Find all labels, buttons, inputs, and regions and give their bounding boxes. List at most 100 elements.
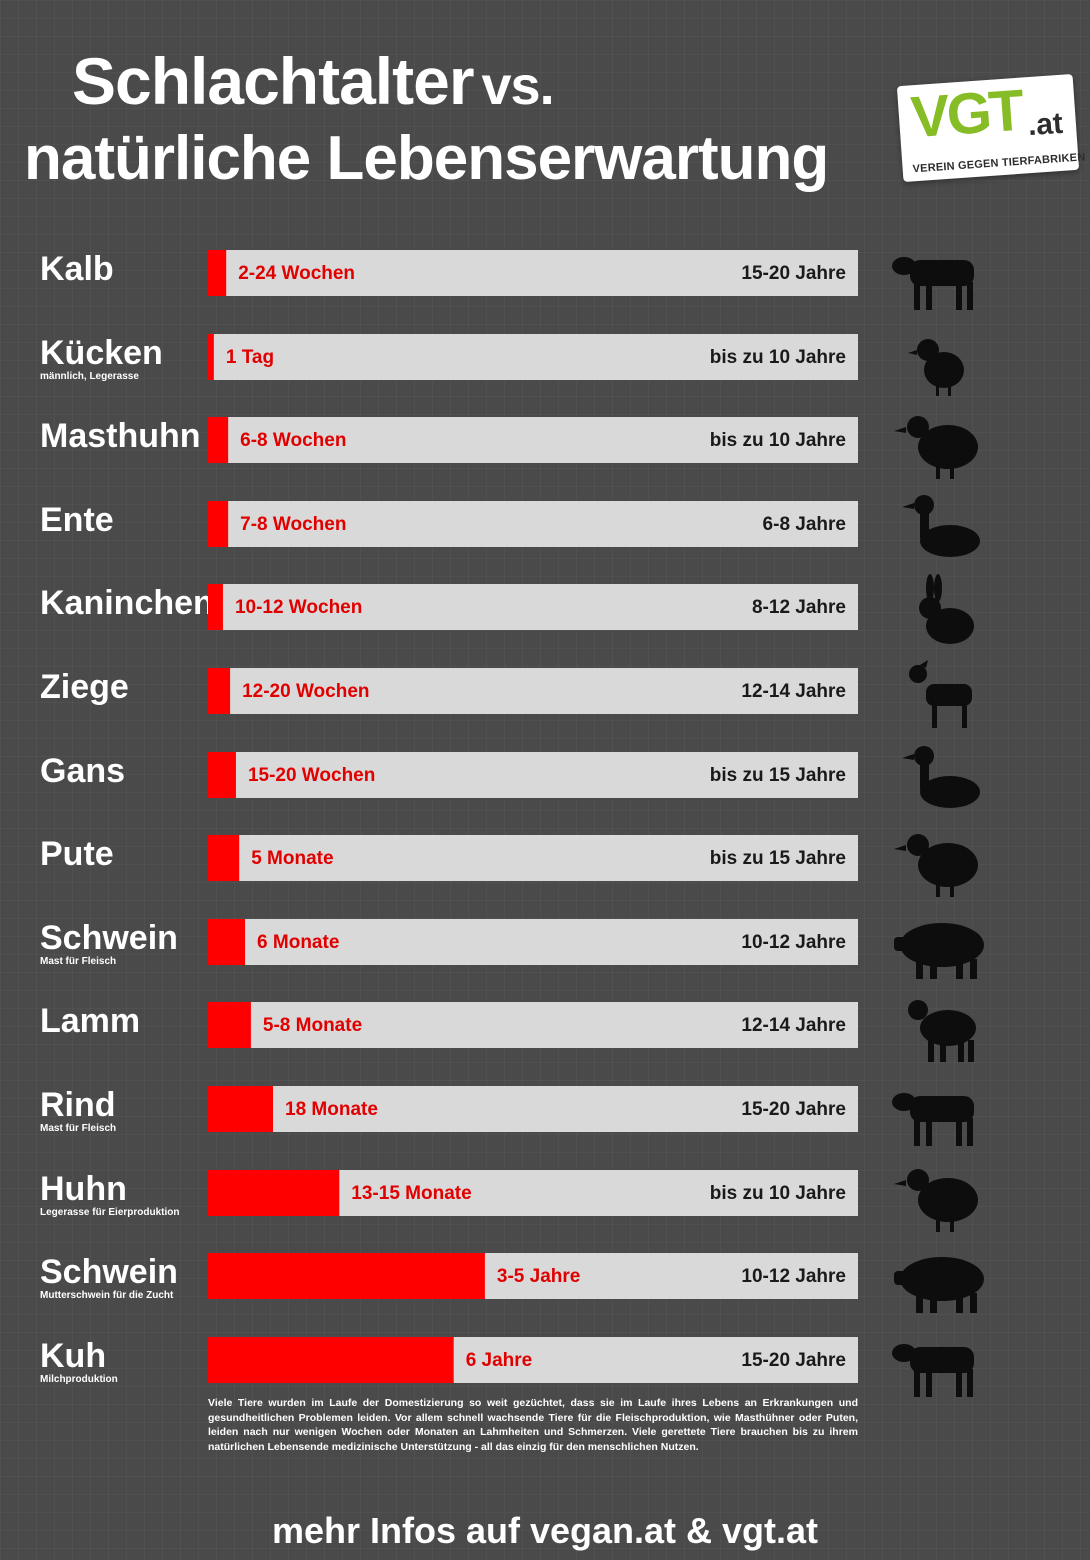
slaughter-age-bar [208,584,223,630]
life-expectancy-bar [208,1086,858,1132]
life-expectancy-bar [208,501,858,547]
slaughter-age-bar [208,334,214,380]
sow-icon [894,1257,984,1313]
animal-note: Mast für Fleisch [40,956,116,967]
goose-icon [902,746,980,808]
animal-note: männlich, Legerasse [40,371,139,382]
animal-label: Ziege [40,668,129,706]
slaughter-age-bar [208,1170,340,1216]
animal-label: Kalb [40,250,114,288]
life-expectancy-bar [208,835,858,881]
animal-label: Gans [40,752,125,790]
life-expectancy-bar [208,752,858,798]
animal-label: Kuh [40,1337,106,1375]
animal-label: Lamm [40,1002,140,1040]
lamb-icon [908,1000,976,1062]
slaughter-age-bar [208,1086,273,1132]
bar-chart: Kalb 2-24 Wochen 15-20 Jahre Kückenmännlich… [40,250,984,1397]
slaughter-age-bar [208,752,236,798]
life-expectancy-label: 15-20 Jahre [741,1099,846,1120]
animal-label: Schwein [40,1253,178,1291]
slaughter-age-label: 7-8 Wochen [240,514,346,535]
footer-link-text[interactable]: mehr Infos auf vegan.at & vgt.at [271,1510,819,1551]
hen-icon [894,1169,978,1232]
life-expectancy-label: bis zu 10 Jahre [710,430,846,451]
slaughter-age-label: 15-20 Wochen [248,765,375,786]
life-expectancy-bar [208,668,858,714]
life-expectancy-label: 8-12 Jahre [752,597,846,618]
life-expectancy-label: bis zu 10 Jahre [710,347,846,368]
slaughter-age-bar [208,668,231,714]
pig-icon [894,923,984,979]
life-expectancy-bar [208,584,858,630]
life-expectancy-label: 10-12 Jahre [741,932,846,953]
cow-icon [892,1093,974,1146]
chart-row: Kaninchen 10-12 Wochen 8-12 Jahre [40,574,974,644]
life-expectancy-bar [208,334,858,380]
life-expectancy-bar [208,417,858,463]
chart-row: Kalb 2-24 Wochen 15-20 Jahre [40,250,974,310]
duck-icon [902,495,980,557]
slaughter-age-label: 10-12 Wochen [235,597,362,618]
slaughter-age-label: 2-24 Wochen [238,263,355,284]
life-expectancy-label: 15-20 Jahre [741,263,846,284]
chart-row: Ente 7-8 Wochen 6-8 Jahre [40,495,980,557]
animal-note: Mutterschwein für die Zucht [40,1290,174,1301]
slaughter-age-bar [208,919,246,965]
life-expectancy-label: bis zu 15 Jahre [710,848,846,869]
slaughter-age-label: 5 Monate [251,848,333,869]
chart-row: Lamm 5-8 Monate 12-14 Jahre [40,1000,976,1062]
chart-row: Ziege 12-20 Wochen 12-14 Jahre [40,660,972,728]
life-expectancy-label: 12-14 Jahre [741,681,846,702]
slaughter-age-label: 6 Monate [257,932,339,953]
animal-label: Pute [40,835,114,873]
animal-label: Rind [40,1086,116,1124]
life-expectancy-label: 10-12 Jahre [741,1266,846,1287]
slaughter-age-label: 12-20 Wochen [242,681,369,702]
animal-label: Huhn [40,1170,127,1208]
calf-icon [892,257,974,310]
slaughter-age-bar [208,1253,485,1299]
slaughter-age-bar [208,250,227,296]
slaughter-age-label: 5-8 Monate [263,1015,362,1036]
slaughter-age-label: 6 Jahre [466,1350,533,1371]
slaughter-age-label: 18 Monate [285,1099,378,1120]
animal-label: Kaninchen [40,584,214,622]
life-expectancy-label: 12-14 Jahre [741,1015,846,1036]
animal-label: Kücken [40,334,163,372]
dairy-cow-icon [892,1344,974,1397]
life-expectancy-label: bis zu 15 Jahre [710,765,846,786]
title-line-1: Schlachtalter vs. [72,48,555,114]
life-expectancy-bar [208,919,858,965]
slaughter-age-bar [208,835,240,881]
turkey-icon [894,834,978,897]
animal-label: Ente [40,501,114,539]
slaughter-age-label: 6-8 Wochen [240,430,346,451]
animal-label: Schwein [40,919,178,957]
life-expectancy-label: 15-20 Jahre [741,1350,846,1371]
slaughter-age-label: 1 Tag [226,347,274,368]
animal-label: Masthuhn [40,417,201,455]
chart-row: Pute 5 Monate bis zu 15 Jahre [40,834,978,897]
animal-note: Milchproduktion [40,1374,118,1385]
chart-row: Masthuhn 6-8 Wochen bis zu 10 Jahre [40,416,978,479]
slaughter-age-bar [208,501,229,547]
slaughter-age-bar [208,1337,454,1383]
animal-note: Legerasse für Eierproduktion [40,1207,179,1218]
animal-note: Mast für Fleisch [40,1123,116,1134]
life-expectancy-bar [208,250,858,296]
title-line-2: natürliche Lebenserwartung [24,124,829,193]
rabbit-icon [919,574,974,644]
slaughter-age-bar [208,417,229,463]
life-expectancy-label: bis zu 10 Jahre [710,1183,846,1204]
chart-row: Gans 15-20 Wochen bis zu 15 Jahre [40,746,980,808]
life-expectancy-label: 6-8 Jahre [763,514,846,535]
slaughter-age-label: 3-5 Jahre [497,1266,580,1287]
goat-icon [909,660,972,728]
